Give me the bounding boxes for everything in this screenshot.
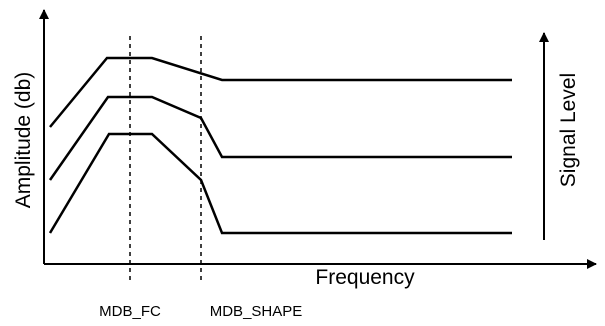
curve-high [49, 56, 512, 128]
y-axis-label: Amplitude (db) [12, 72, 35, 209]
x-axis-label: Frequency [315, 266, 415, 289]
mdb-fc-label: MDB_FC [99, 303, 161, 320]
curve-low [48, 132, 512, 235]
mdb-shape-label: MDB_SHAPE [210, 303, 303, 320]
signal-level-label: Signal Level [557, 73, 580, 187]
curve-mid [48, 95, 512, 181]
